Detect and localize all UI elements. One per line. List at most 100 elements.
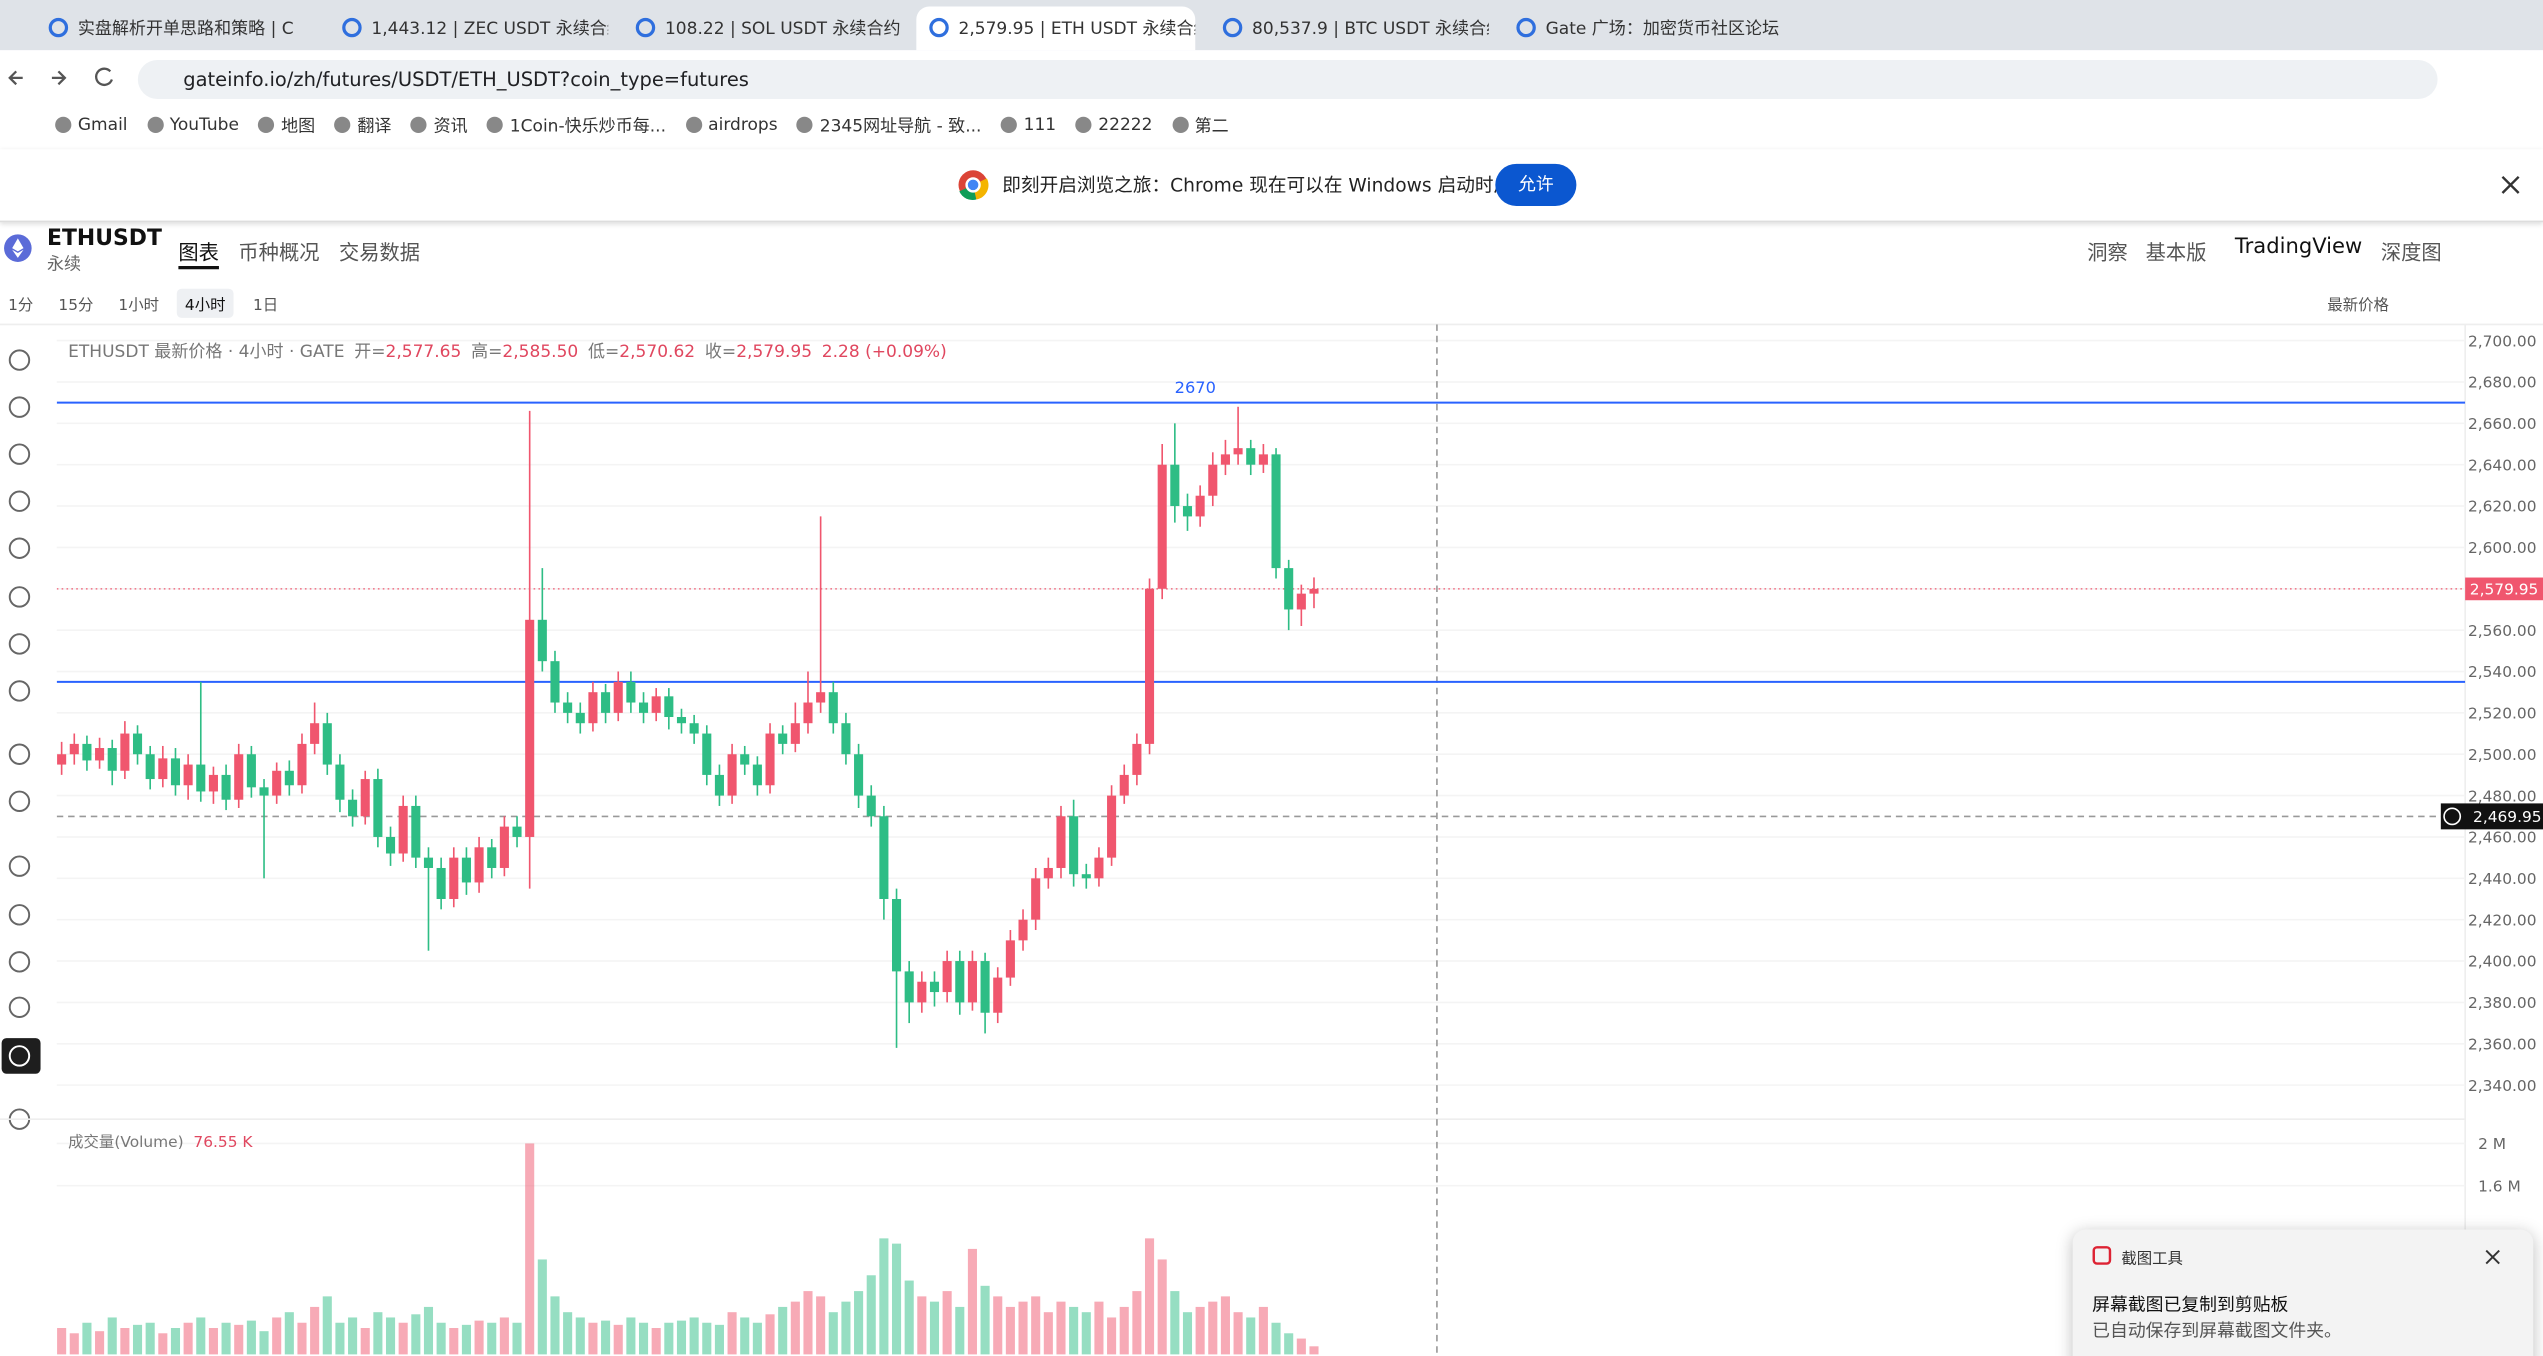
volume-bar bbox=[955, 1306, 965, 1355]
header-right-tab[interactable]: 洞察 bbox=[2087, 240, 2128, 265]
volume-bar bbox=[563, 1312, 573, 1355]
price-scale-label[interactable]: 最新价格 bbox=[2327, 296, 2389, 315]
tab-strip: 实盘解析开单思路和策略 | C 1,443.12 | ZEC USDT 永续合约 1… bbox=[0, 0, 2543, 51]
candle-body bbox=[120, 733, 130, 771]
tab-title: 1,443.12 | ZEC USDT 永续合约 bbox=[371, 19, 609, 39]
header-tab[interactable]: 交易数据 bbox=[338, 240, 421, 265]
bookmark-label: airdrops bbox=[708, 115, 778, 135]
bookmark[interactable]: 第二 bbox=[1171, 113, 1229, 137]
header-right-tab[interactable]: TradingView bbox=[2234, 235, 2363, 260]
bookmark[interactable]: airdrops bbox=[685, 115, 778, 135]
bookmark-icon bbox=[147, 116, 164, 134]
tab-title: Gate 广场：加密货币社区论坛 bbox=[1545, 19, 1780, 39]
header-right-tab[interactable]: 基本版 bbox=[2145, 240, 2207, 265]
candle-body bbox=[57, 754, 67, 765]
y-tick-label: 2,640.00 bbox=[2468, 456, 2537, 474]
browser-tab[interactable]: 80,537.9 | BTC USDT 永续合约 bbox=[1210, 6, 1489, 50]
toast[interactable]: 截图工具 屏幕截图已复制到剪贴板 已自动保存到屏幕截图文件夹。 bbox=[2072, 1229, 2534, 1356]
candle-body bbox=[917, 981, 927, 1003]
bookmark-label: 资讯 bbox=[433, 115, 468, 136]
interval[interactable]: 1日 bbox=[253, 296, 279, 315]
bookmark[interactable]: 2345网址导航 - 致... bbox=[797, 113, 981, 137]
y-tick-label: 2,380.00 bbox=[2468, 994, 2537, 1012]
toast-app: 截图工具 bbox=[2121, 1250, 2183, 1269]
candle-body bbox=[145, 754, 155, 780]
browser-tab[interactable]: 1,443.12 | ZEC USDT 永续合约 bbox=[329, 6, 608, 50]
volume-bar bbox=[221, 1322, 231, 1355]
address-bar[interactable]: gateinfo.io/zh/futures/USDT/ETH_USDT?coi… bbox=[137, 60, 2438, 99]
interval[interactable]: 15分 bbox=[58, 296, 94, 315]
symbol[interactable]: ETHUSDT bbox=[47, 225, 162, 252]
header-tab[interactable]: 图表 bbox=[178, 235, 219, 270]
bookmark[interactable]: 地图 bbox=[258, 113, 315, 137]
y-tick-label: 2,400.00 bbox=[2468, 953, 2537, 971]
browser-tab[interactable]: 2,579.95 | ETH USDT 永续合约 bbox=[916, 6, 1196, 51]
candle-body bbox=[790, 723, 800, 744]
volume-title: 成交量(Volume) bbox=[68, 1133, 184, 1152]
volume-bar bbox=[1208, 1301, 1218, 1355]
candle-body bbox=[398, 805, 408, 854]
bookmark[interactable]: 22222 bbox=[1075, 115, 1152, 135]
close-button[interactable] bbox=[2501, 175, 2520, 194]
interval[interactable]: 4小时 bbox=[176, 288, 234, 318]
candle-body bbox=[638, 702, 649, 713]
volume-bar bbox=[702, 1322, 712, 1355]
candle-body bbox=[423, 857, 434, 868]
volume-bar bbox=[525, 1143, 535, 1355]
header-right-tab[interactable]: 深度图 bbox=[2380, 240, 2442, 265]
volume-bar bbox=[1157, 1259, 1167, 1355]
volume-bar bbox=[550, 1296, 560, 1355]
candle-body bbox=[651, 696, 661, 713]
volume-bar bbox=[828, 1312, 838, 1355]
candle-body bbox=[1056, 816, 1066, 868]
browser-tab[interactable]: Gate 广场：加密货币社区论坛 bbox=[1503, 6, 1782, 50]
volume-bar bbox=[474, 1320, 484, 1355]
volume-bar bbox=[676, 1320, 687, 1355]
volume-bar bbox=[1258, 1306, 1268, 1355]
candle-body bbox=[246, 754, 256, 788]
nav-buttons[interactable] bbox=[0, 50, 130, 105]
tool-icon bbox=[8, 443, 31, 465]
toast-close[interactable] bbox=[2485, 1249, 2501, 1265]
candle-body bbox=[82, 743, 92, 761]
candle-body bbox=[1182, 506, 1193, 517]
volume-bar bbox=[411, 1314, 421, 1355]
volume-legend: 成交量(Volume) 76.55 K bbox=[68, 1129, 252, 1152]
candle-body bbox=[841, 723, 851, 755]
candle-body bbox=[575, 712, 585, 724]
candle-body bbox=[942, 961, 952, 993]
allow-button[interactable]: 允许 bbox=[1495, 163, 1577, 206]
volume-bar bbox=[120, 1328, 130, 1355]
volume-bar bbox=[714, 1324, 724, 1355]
candle-body bbox=[411, 805, 421, 858]
interval[interactable]: 1分 bbox=[8, 296, 34, 315]
candle-body bbox=[1246, 448, 1256, 465]
browser-tab[interactable]: 实盘解析开单思路和策略 | C bbox=[36, 6, 315, 50]
bookmark[interactable]: YouTube bbox=[147, 115, 239, 135]
tab-title: 108.22 | SOL USDT 永续合约 | bbox=[664, 19, 902, 39]
volume-bar bbox=[348, 1317, 358, 1355]
bookmark[interactable]: 1Coin-快乐炒币每... bbox=[487, 113, 666, 137]
bookmark[interactable]: 资讯 bbox=[410, 113, 468, 137]
volume-bar bbox=[816, 1296, 826, 1355]
volume-last: 76.55 K bbox=[193, 1133, 253, 1152]
interval[interactable]: 1小时 bbox=[118, 296, 160, 315]
bookmark-icon bbox=[258, 116, 275, 134]
candle-body bbox=[196, 764, 206, 792]
volume-bar bbox=[436, 1322, 446, 1355]
candle-body bbox=[1258, 454, 1268, 465]
tool-icon bbox=[8, 904, 31, 926]
bookmark[interactable]: Gmail bbox=[55, 115, 128, 135]
browser-tab[interactable]: 108.22 | SOL USDT 永续合约 | bbox=[623, 6, 902, 50]
bookmark[interactable]: 翻译 bbox=[334, 113, 391, 137]
drawn-line-label: 2670 bbox=[1175, 378, 1216, 397]
candle-body bbox=[373, 779, 383, 837]
volume-bar bbox=[1119, 1306, 1129, 1355]
candle-body bbox=[967, 961, 977, 1003]
bookmark[interactable]: 111 bbox=[1000, 115, 1056, 135]
volume-bar bbox=[1309, 1346, 1319, 1355]
header-tab[interactable]: 币种概况 bbox=[238, 240, 320, 265]
legend-title: ETHUSDT 最新价格 · 4小时 · GATE bbox=[68, 342, 345, 362]
bookmark-icon bbox=[797, 116, 814, 134]
volume-bar bbox=[1271, 1322, 1281, 1355]
